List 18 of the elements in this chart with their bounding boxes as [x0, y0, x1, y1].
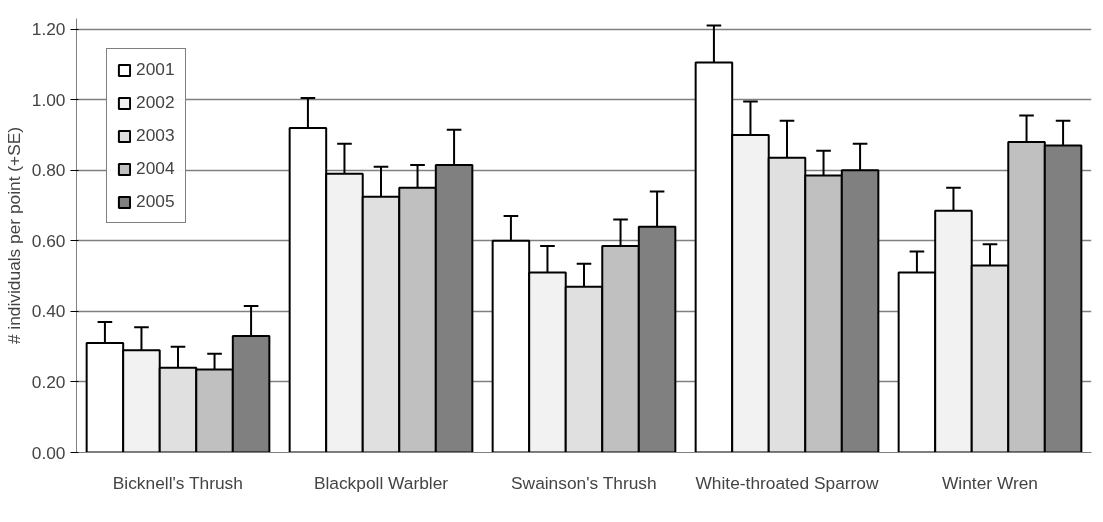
y-tick-label: 0.40	[31, 301, 66, 322]
y-tick-label: 1.00	[31, 89, 66, 110]
x-tick-label: Winter Wren	[942, 472, 1038, 493]
y-tick-label: 0.60	[31, 230, 66, 251]
y-tick-label: 0.20	[31, 371, 66, 392]
y-tick-label: 0.80	[31, 160, 66, 181]
legend-label: 2004	[136, 158, 175, 179]
x-tick-label: White-throated Sparrow	[695, 472, 879, 493]
legend-label: 2001	[136, 59, 175, 80]
legend-label: 2002	[136, 92, 175, 113]
x-tick-label: Swainson's Thrush	[511, 472, 657, 493]
y-axis-title: # individuals per point (+SE)	[3, 126, 24, 345]
x-tick-label: Bicknell's Thrush	[112, 472, 243, 493]
x-tick-label: Blackpoll Warbler	[313, 472, 449, 493]
legend-label: 2005	[136, 191, 175, 212]
legend-label: 2003	[136, 125, 175, 146]
y-tick-label: 1.20	[31, 19, 66, 40]
y-tick-label: 0.00	[31, 442, 66, 463]
